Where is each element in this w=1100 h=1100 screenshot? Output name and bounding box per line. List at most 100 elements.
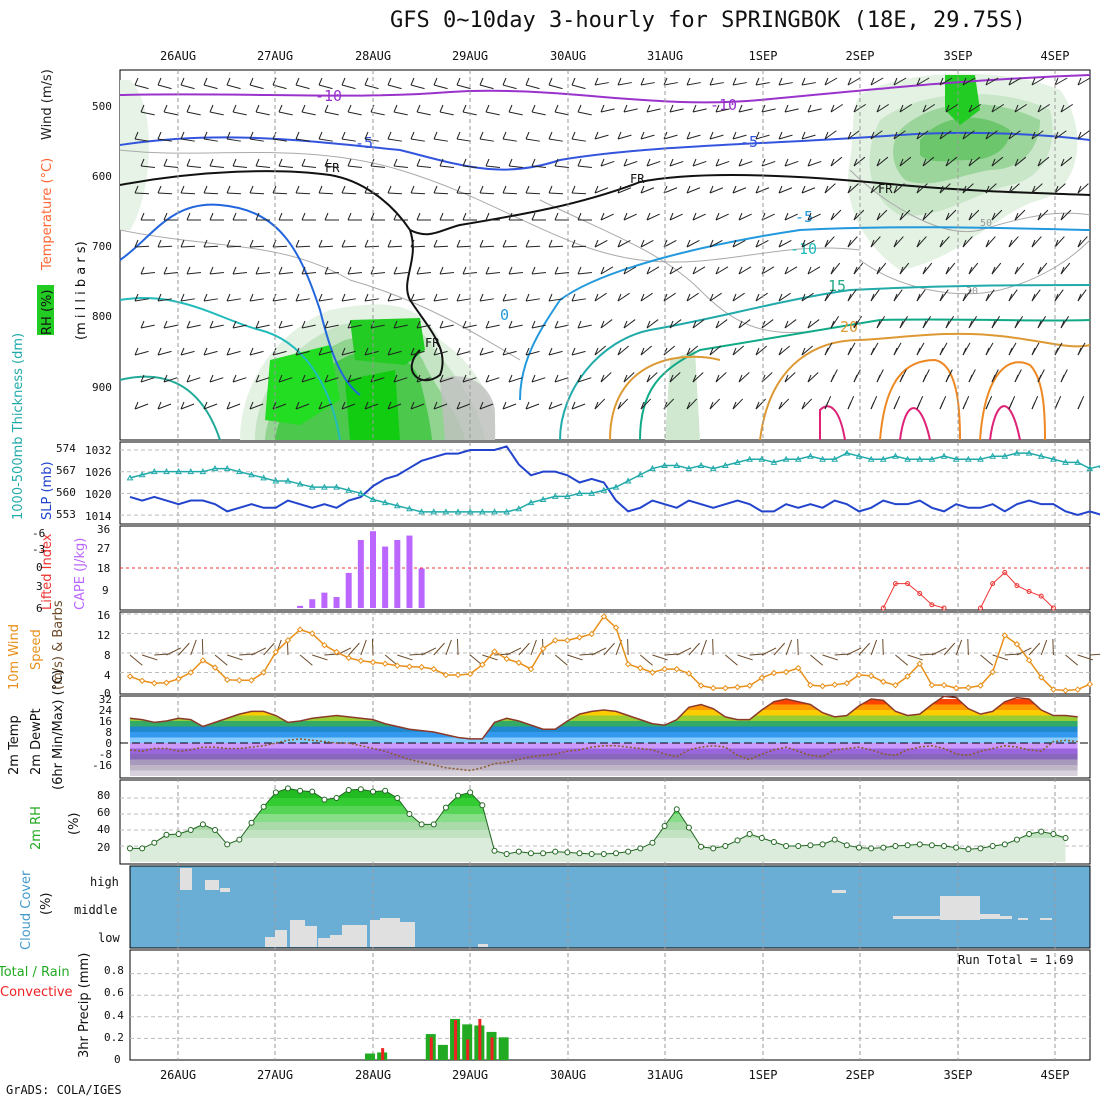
wind-barb-flag (893, 77, 898, 86)
wind-barb (945, 156, 958, 167)
rh-point (734, 837, 741, 844)
wind-barb-flag (341, 185, 346, 194)
wind-barb (853, 209, 865, 221)
cloud-unit: (%) (39, 893, 54, 916)
wind-barb-flag (1031, 401, 1036, 410)
wind-barb-flag (203, 401, 208, 410)
wind-barb-flag (163, 104, 168, 113)
wind-barb (939, 130, 952, 140)
wind-barb (1016, 647, 1032, 656)
wind-barb-flag (807, 212, 812, 221)
wind-barb (439, 111, 454, 116)
wind-barb (186, 377, 201, 383)
wind-barb-flag (157, 293, 162, 302)
wind-barb (709, 239, 723, 248)
wind-barb (249, 298, 264, 302)
wind-barb-flag (991, 212, 996, 221)
wind-barb (387, 298, 402, 302)
wind-barb (433, 298, 448, 302)
wind-speed-point (248, 677, 255, 684)
wind-barb-flag (686, 77, 691, 86)
wind-barb (669, 213, 683, 221)
wind-barb (272, 192, 288, 195)
rh-point (916, 841, 923, 848)
wind-speed-point (357, 657, 365, 665)
wind-barb (686, 292, 699, 302)
wind-barb (416, 272, 431, 275)
wind-barb-flag (416, 320, 421, 329)
lifted-index-point (917, 591, 923, 597)
wind-barb-flag (180, 401, 185, 410)
wind-barb (876, 156, 889, 167)
wind-speed-point (442, 671, 450, 679)
wind-barb (433, 642, 445, 656)
wind-barb-flag (157, 401, 162, 410)
wind-barb (255, 324, 270, 329)
cloud-bar (290, 920, 305, 947)
wind-barb (255, 165, 270, 168)
wind-barb-flag (387, 185, 392, 194)
wind-barb-flag (640, 185, 645, 194)
wind-barb-flag (1014, 320, 1019, 329)
wind-barb (639, 654, 653, 666)
wind-speed-point (782, 668, 790, 676)
wind-barb-flag (962, 401, 967, 410)
wind-barb (140, 165, 155, 168)
wind-barb (646, 372, 658, 383)
rh-point (1050, 831, 1057, 837)
temp-tick: 16 (99, 715, 112, 728)
wind-barb (967, 638, 969, 656)
contour-label: FR (630, 172, 645, 186)
wind-barb (1054, 77, 1068, 86)
wind-barb (166, 647, 182, 656)
wind-barb (324, 324, 339, 329)
wind-barb (985, 183, 997, 194)
wind-barb-flag (968, 104, 973, 113)
wind-barb (255, 272, 270, 275)
wind-barb-flag (594, 131, 599, 140)
wind-barb-flag (301, 104, 306, 113)
slp-series (120, 445, 1100, 517)
wind-barb-flag (387, 347, 392, 356)
wind-barb-flag (439, 104, 444, 113)
thickness-point (539, 495, 547, 503)
wind-barb (433, 84, 448, 90)
wind-barb-flag (531, 212, 536, 221)
wind-barb (991, 156, 1004, 167)
wind-barb-flag (1014, 104, 1019, 113)
wind-barb-flag (577, 320, 582, 329)
wind-barb-flag (485, 266, 490, 275)
li-tick: 3 (36, 580, 43, 593)
wind-barb-flag (991, 374, 996, 383)
wind-speed-point (539, 645, 547, 652)
wind-speed-point (709, 684, 717, 692)
wind-barb-flag (410, 239, 415, 248)
date-label: 31AUG (647, 49, 683, 63)
rh-point (843, 842, 850, 849)
wind-barb-flag (347, 320, 352, 329)
rh2m-label: 2m RH (29, 806, 44, 850)
wind-barb (824, 289, 834, 302)
wind-barb-flag (1077, 77, 1082, 86)
wind-barb-flag (617, 185, 622, 194)
thickness-point (345, 486, 353, 493)
wind-barb-flag (1077, 347, 1082, 356)
wind-barb-flag (232, 104, 237, 113)
wind-barb (663, 239, 677, 248)
wind-barb-flag (226, 293, 231, 302)
wind-barb (548, 84, 563, 90)
rh-point (1026, 831, 1033, 837)
wind-barb (1060, 156, 1073, 167)
wind-barb (577, 111, 592, 116)
wind-speed-point (673, 665, 680, 673)
wind-barb (968, 156, 981, 167)
wind-barb-flag (341, 239, 346, 248)
wind-barb-flag (686, 401, 691, 410)
precip-conv-bar (478, 1018, 482, 1060)
wind-barb (249, 350, 264, 356)
wind-barb-flag (387, 77, 392, 86)
wind-barb-flag (669, 104, 674, 113)
wind-barb (263, 642, 275, 656)
wind-barb (899, 209, 911, 221)
wind-barb (157, 245, 173, 248)
